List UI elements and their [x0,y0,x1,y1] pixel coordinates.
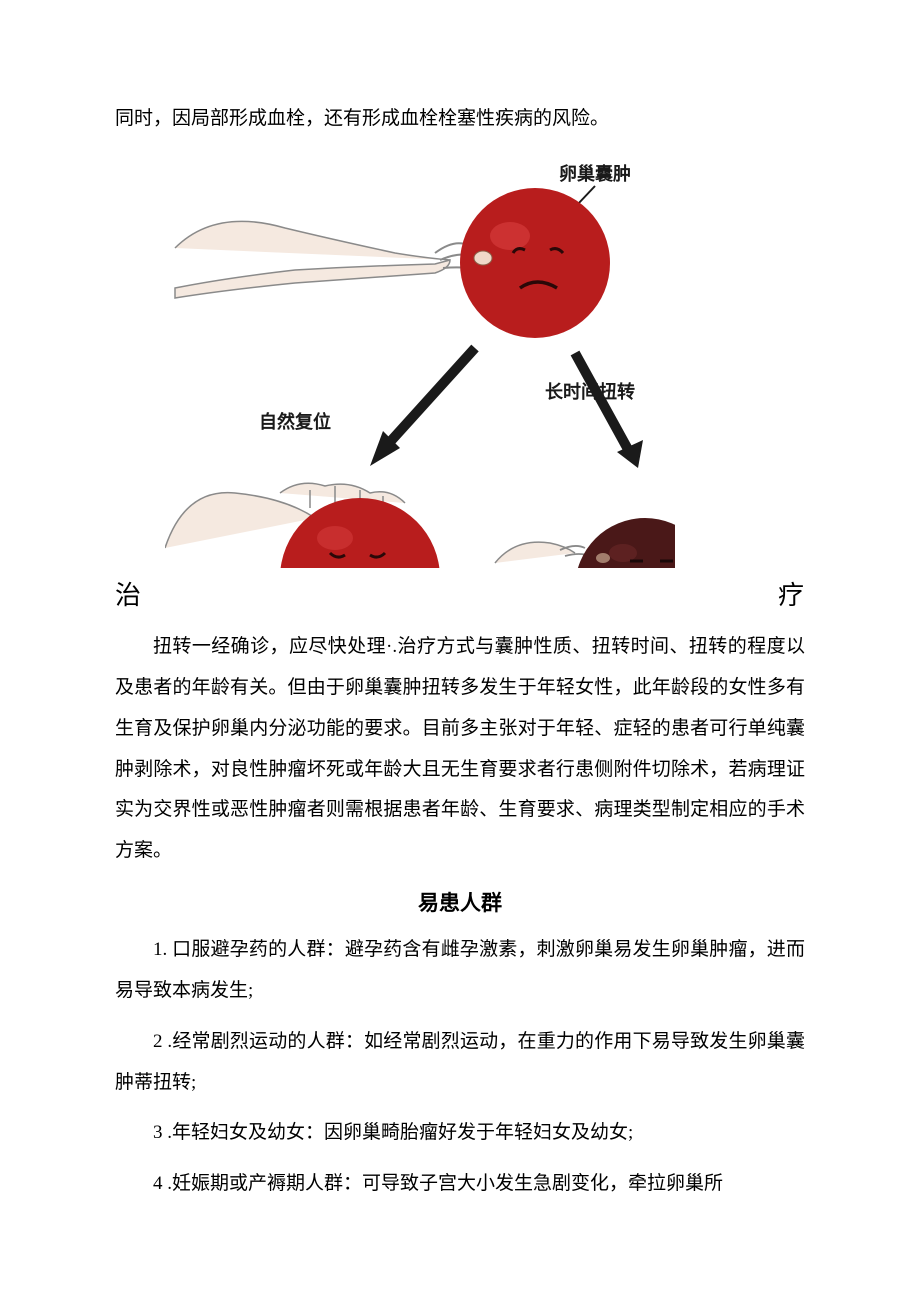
cyst-bottom-left [280,498,440,568]
cyst-top-highlight [490,222,530,250]
risk-item-2: 2 .经常剧烈运动的人群：如经常剧烈运动，在重力的作用下易导致发生卵巢囊肿蒂扭转… [115,1022,805,1104]
heading-treatment-left: 治 [115,576,142,615]
cyst-br-highlight [609,544,637,562]
arrow-left [370,348,475,466]
label-long-torsion: 长时间扭转 [545,381,635,402]
pedicle-br-knot [596,553,610,563]
heading-risk-group: 易患人群 [115,882,805,924]
diagram-svg: 卵巢囊肿 自然复位 长时间扭转 [165,158,675,568]
cyst-bl-highlight [317,526,353,550]
pedicle-knot [474,251,492,265]
tube-bottom-right [495,542,575,563]
heading-treatment: 治 疗 [115,576,805,615]
risk-item-4: 4 .妊娠期或产褥期人群：可导致子宫大小发生急剧变化，牵拉卵巢所 [115,1164,805,1205]
risk-item-3: 3 .年轻妇女及幼女：因卵巢畸胎瘤好发于年轻妇女及幼女; [115,1113,805,1154]
label-natural: 自然复位 [259,411,331,432]
tube-top [175,221,450,260]
risk-item-1: 1. 口服避孕药的人群：避孕药含有雌孕激素，刺激卵巢易发生卵巢肿瘤，进而易导致本… [115,930,805,1012]
ovarian-cyst-diagram: 卵巢囊肿 自然复位 长时间扭转 [165,158,675,568]
heading-treatment-right: 疗 [778,576,805,615]
treatment-paragraph: 扭转一经确诊，应尽快处理·.治疗方式与囊肿性质、扭转时间、扭转的程度以及患者的年… [115,627,805,872]
label-cyst: 卵巢囊肿 [559,163,631,184]
intro-text: 同时，因局部形成血栓，还有形成血栓栓塞性疾病的风险。 [115,100,805,138]
tube-top-body [175,260,450,298]
arrow-right [575,353,643,468]
